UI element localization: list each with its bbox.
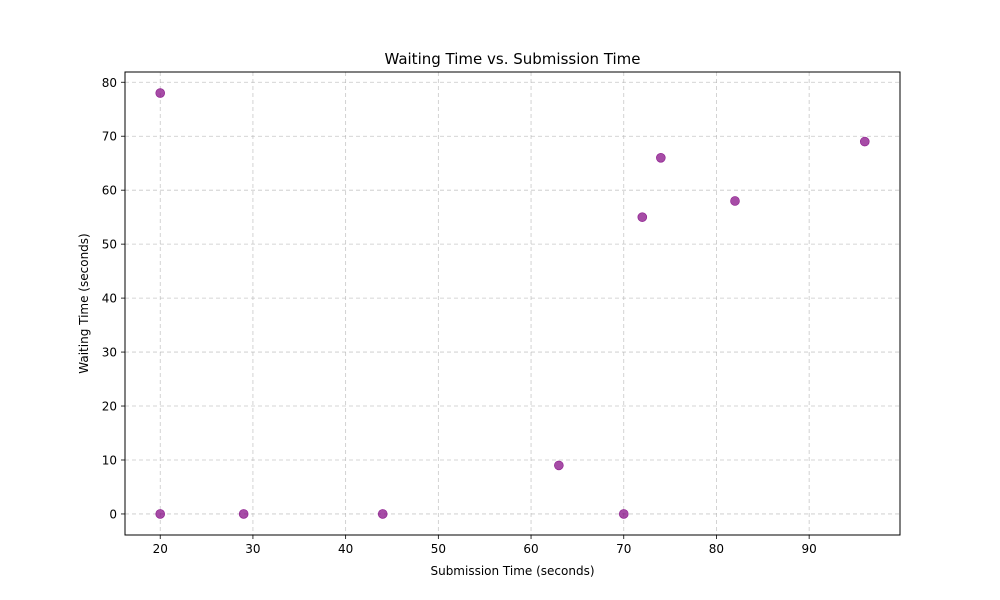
y-tick-label: 30 [102, 346, 117, 360]
x-tick-label: 70 [616, 542, 631, 556]
scatter-point [730, 196, 740, 206]
y-axis-label: Waiting Time (seconds) [77, 233, 91, 373]
chart-title: Waiting Time vs. Submission Time [384, 50, 640, 68]
scatter-point [155, 88, 166, 98]
x-tick-label: 90 [802, 542, 817, 556]
scatter-point [155, 509, 166, 519]
x-tick-label: 80 [709, 542, 724, 556]
x-axis-label: Submission Time (seconds) [430, 564, 594, 578]
x-axis-ticks: 20 30 40 50 60 70 80 90 [153, 535, 817, 556]
plot-area-frame [124, 71, 901, 536]
x-tick-label: 50 [431, 542, 446, 556]
x-tick-label: 60 [523, 542, 538, 556]
y-tick-label: 20 [102, 400, 117, 414]
scatter-point [554, 460, 564, 471]
y-tick-label: 0 [109, 507, 117, 521]
x-tick-label: 20 [153, 542, 168, 556]
scatter-points [155, 88, 870, 519]
scatter-point [618, 509, 629, 519]
scatter-point [656, 153, 666, 163]
y-tick-label: 70 [102, 130, 117, 144]
y-axis-ticks: 0 10 20 30 40 50 60 70 80 [102, 76, 125, 521]
x-tick-label: 40 [338, 542, 353, 556]
y-tick-label: 50 [102, 238, 117, 252]
scatter-point [377, 509, 388, 519]
y-tick-label: 40 [102, 292, 117, 306]
grid [125, 72, 900, 535]
y-tick-label: 60 [102, 184, 117, 198]
x-tick-label: 30 [245, 542, 260, 556]
scatter-point [238, 509, 249, 519]
y-tick-label: 80 [102, 76, 117, 90]
scatter-point [637, 212, 648, 222]
y-tick-label: 10 [102, 453, 117, 467]
scatter-point [859, 136, 870, 147]
